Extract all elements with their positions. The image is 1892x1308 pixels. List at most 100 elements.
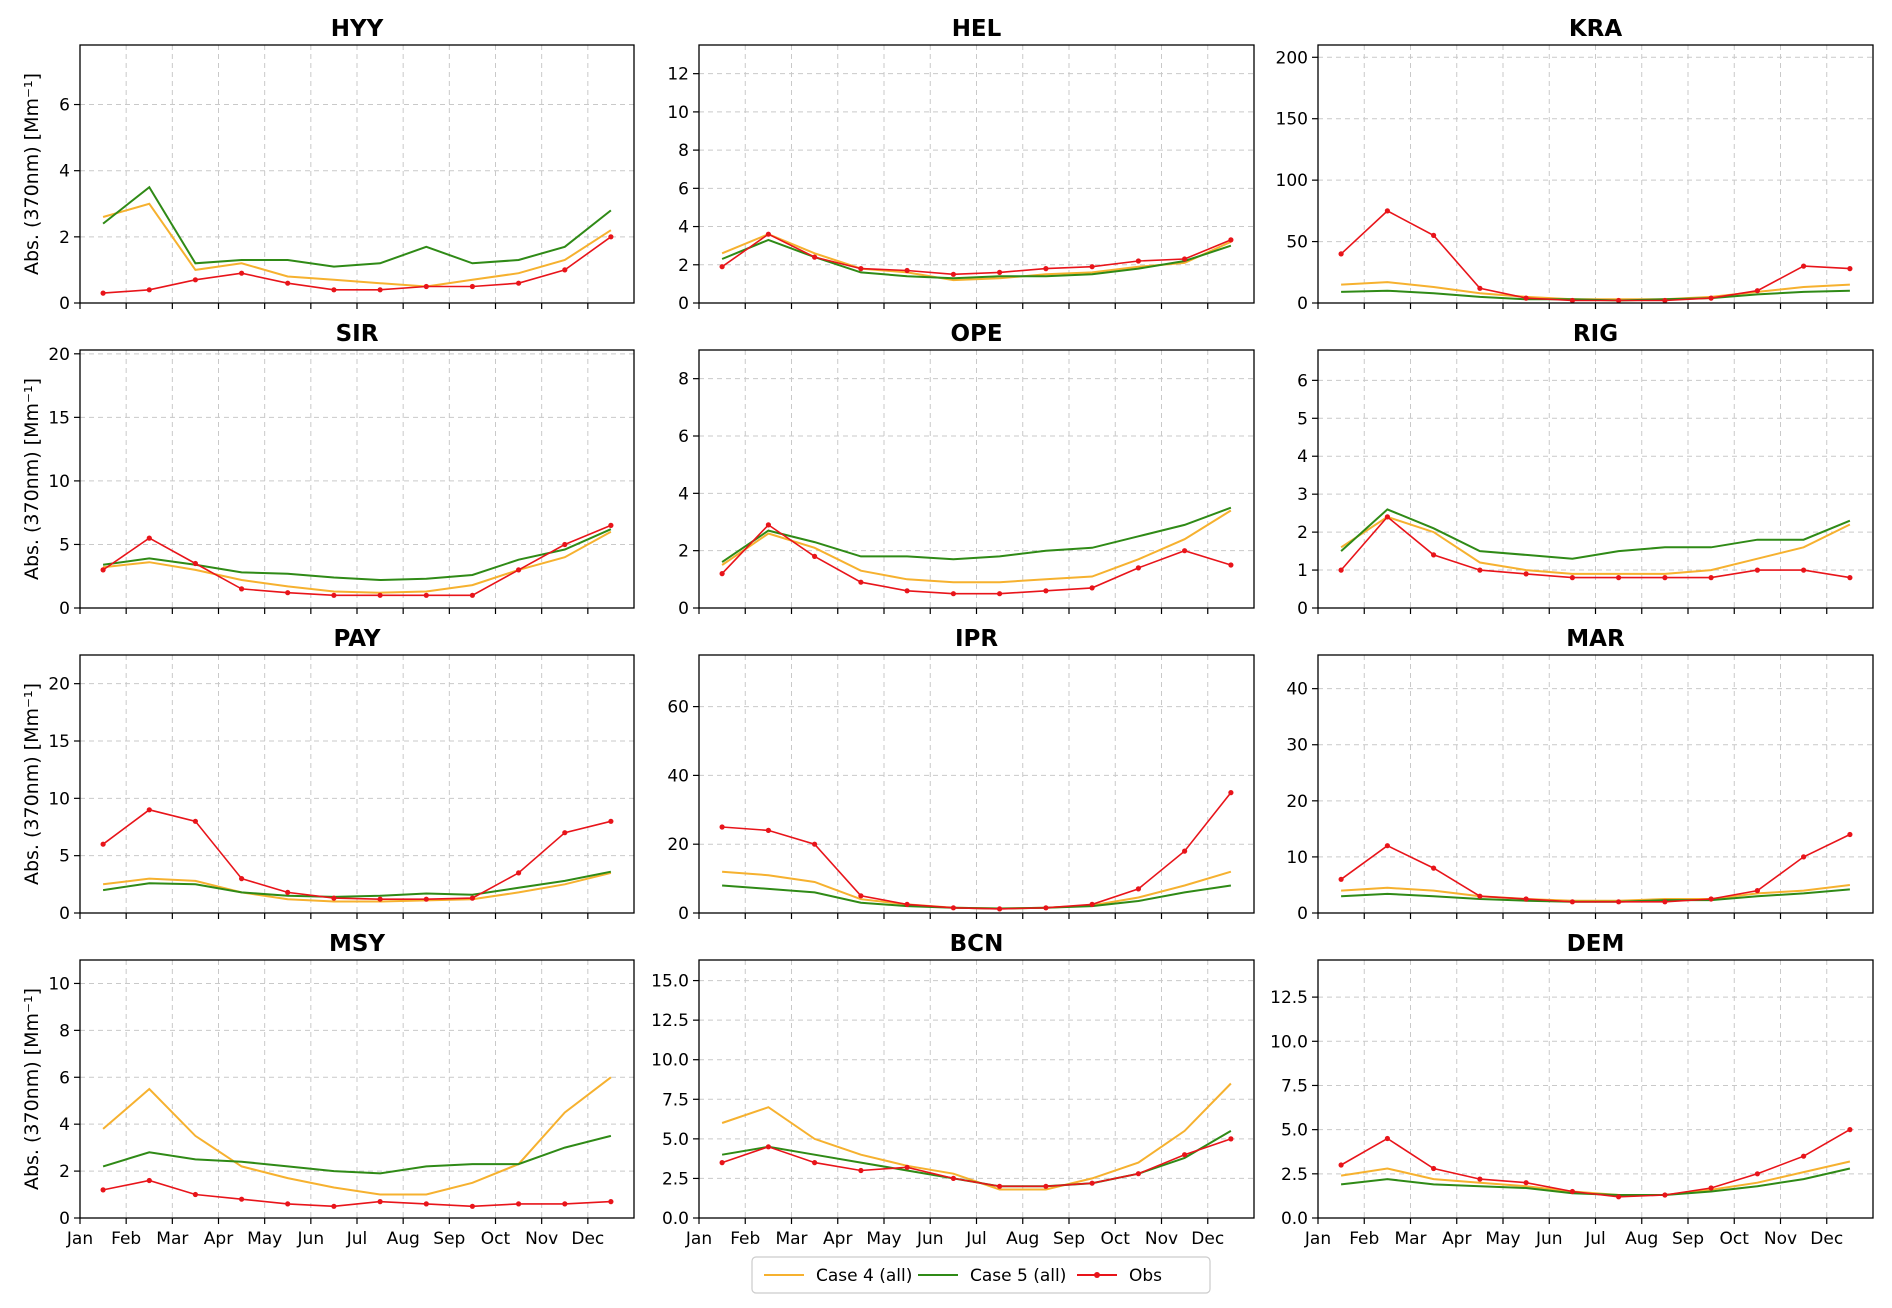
obs-point [719, 824, 725, 830]
obs-point [1662, 575, 1668, 581]
obs-point [1384, 514, 1390, 520]
panel-hel: 0 2 4 6 8 10 12 HEL [667, 16, 1255, 314]
legend-label: Case 4 (all) [816, 1266, 912, 1286]
obs-point [1708, 295, 1714, 301]
obs-point [1431, 1165, 1437, 1172]
panel-ope: 0 2 4 6 8 OPE [678, 321, 1255, 619]
obs-point [1662, 899, 1668, 905]
series-line-case4 [721, 509, 1232, 584]
y-tick-label: 12 [667, 65, 689, 85]
series-line-case5 [102, 185, 612, 268]
obs-point [1182, 1152, 1188, 1158]
series-line-case5 [102, 1134, 612, 1175]
y-tick-label: 12.5 [651, 1011, 689, 1031]
y-tick-label: 0 [1297, 904, 1308, 924]
obs-point [469, 283, 475, 290]
obs-point [100, 1187, 106, 1193]
x-tick-label: Jan [685, 1229, 712, 1249]
y-tick-label: 30 [1286, 736, 1308, 756]
obs-point [608, 1199, 614, 1205]
y-tick-label: 10.0 [651, 1051, 689, 1071]
series-line-obs [1340, 1128, 1851, 1198]
obs-point [1708, 896, 1714, 902]
y-tick-label: 2 [678, 256, 689, 276]
series-group [719, 790, 1234, 912]
x-tick-label: Dec [1191, 1229, 1224, 1249]
x-tick-label: Mar [775, 1229, 807, 1249]
y-tick-label: 1 [1297, 561, 1308, 581]
obs-point [904, 267, 910, 274]
y-tick-label: 40 [1286, 680, 1308, 700]
series-line-obs [721, 233, 1232, 276]
obs-point [1477, 1176, 1483, 1182]
obs-point [377, 592, 383, 598]
series-group [100, 522, 614, 598]
obs-point [1754, 888, 1760, 894]
series-line-case4 [102, 530, 612, 594]
obs-point [812, 254, 818, 260]
panel-title: KRA [1569, 16, 1623, 42]
obs-point [285, 590, 291, 596]
series-line-case4 [721, 233, 1232, 282]
obs-point [1228, 1136, 1234, 1142]
y-tick-label: 40 [667, 766, 689, 786]
series-line-obs [722, 792, 1232, 910]
y-axis-label: Abs. (370nm) [Mm⁻¹] [21, 683, 43, 885]
y-tick-label: 5 [59, 847, 70, 867]
obs-point [516, 280, 522, 286]
x-tick-label: Mar [1394, 1229, 1426, 1249]
y-tick-label: 4 [678, 484, 689, 504]
obs-point [719, 264, 725, 270]
legend-marker [1094, 1272, 1100, 1278]
obs-point [1043, 588, 1049, 594]
y-tick-label: 8 [678, 141, 689, 161]
obs-point [423, 283, 429, 290]
panel-title: OPE [950, 321, 1002, 347]
obs-point [904, 901, 910, 908]
obs-point [192, 818, 198, 824]
obs-point [1523, 896, 1529, 902]
y-tick-label: 20 [667, 835, 689, 855]
obs-point [146, 807, 152, 813]
series-group [719, 506, 1234, 597]
obs-point [1431, 232, 1437, 238]
obs-point [1801, 263, 1807, 269]
obs-point [562, 1201, 568, 1207]
y-tick-label: 0 [1297, 294, 1308, 314]
y-tick-label: 0 [678, 294, 689, 314]
obs-point [1043, 266, 1049, 272]
y-tick-label: 10.0 [1270, 1032, 1308, 1052]
y-tick-label: 0 [59, 599, 70, 619]
y-tick-label: 150 [1276, 110, 1308, 130]
series-line-obs [721, 1138, 1232, 1188]
obs-point [377, 896, 383, 902]
x-tick-label: Oct [481, 1229, 511, 1249]
series-line-case4 [1340, 515, 1851, 575]
y-tick-label: 10 [48, 974, 70, 994]
legend-entry-obs: Obs [1077, 1266, 1162, 1286]
y-tick-label: 6 [59, 1068, 70, 1088]
x-tick-label: May [866, 1229, 901, 1249]
gridlines [80, 960, 634, 1218]
x-tick-label: Sep [433, 1229, 465, 1249]
obs-point [1616, 899, 1622, 905]
x-tick-label: Oct [1720, 1229, 1750, 1249]
y-tick-label: 100 [1276, 171, 1308, 191]
obs-point [1182, 548, 1188, 554]
y-axis-label: Abs. (370nm) [Mm⁻¹] [21, 73, 43, 275]
x-tick-label: May [247, 1229, 282, 1249]
obs-point [858, 579, 864, 585]
series-line-obs [1340, 209, 1850, 302]
series-line-obs [103, 236, 612, 294]
y-tick-label: 7.5 [1281, 1076, 1308, 1096]
series-line-case4 [102, 202, 612, 288]
obs-point [1708, 1185, 1714, 1191]
obs-point [950, 271, 957, 277]
obs-point [997, 269, 1003, 275]
y-tick-label: 4 [59, 162, 70, 182]
y-tick-label: 10 [48, 472, 70, 492]
series-group [100, 1076, 614, 1209]
x-tick-label: Apr [204, 1229, 233, 1249]
panel-title: SIR [336, 321, 379, 347]
obs-point [1135, 258, 1141, 264]
